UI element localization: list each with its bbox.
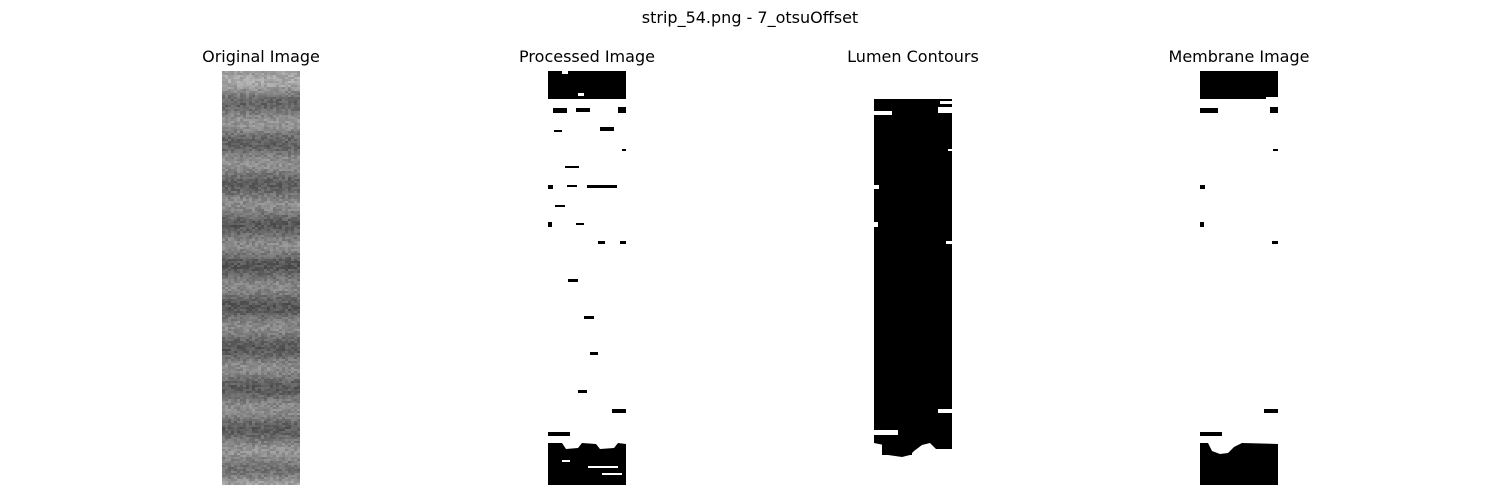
panel-title-membrane: Membrane Image xyxy=(1168,47,1310,66)
membrane-image xyxy=(1200,71,1278,485)
processed-image xyxy=(548,71,626,485)
processed-image-mask xyxy=(548,71,626,485)
panel-title-lumen: Lumen Contours xyxy=(847,47,979,66)
membrane-image-mask xyxy=(1200,71,1278,485)
panel-title-processed: Processed Image xyxy=(519,47,655,66)
original-image xyxy=(222,71,300,485)
panel-title-original: Original Image xyxy=(202,47,320,66)
lumen-contours-mask xyxy=(874,71,952,485)
original-image-texture xyxy=(222,71,300,485)
figure-title: strip_54.png - 7_otsuOffset xyxy=(641,8,859,27)
lumen-contours-image xyxy=(874,71,952,485)
